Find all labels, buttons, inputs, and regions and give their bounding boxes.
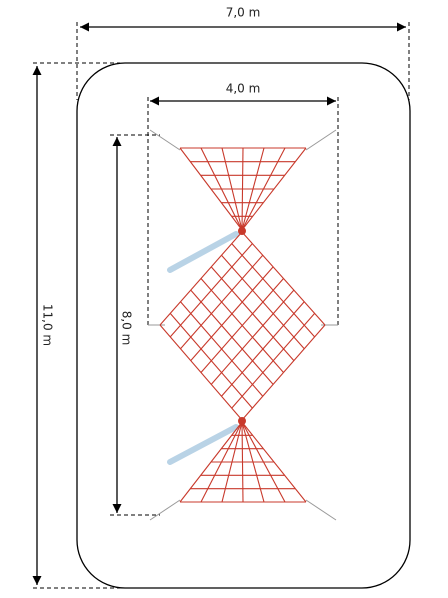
dimension-label: 11,0 m (41, 304, 55, 346)
net-rope (241, 324, 326, 421)
net-rope (241, 147, 286, 231)
net-rope (210, 289, 295, 385)
safety-area (76, 62, 411, 589)
cables (148, 129, 338, 521)
connector (238, 227, 246, 235)
net-rope (221, 147, 243, 231)
net-rope (159, 324, 243, 421)
dimension-label: 7,0 m (226, 6, 261, 20)
pole (167, 231, 239, 273)
net-rope (241, 421, 244, 503)
net-rope (241, 147, 265, 231)
net-rope (231, 313, 316, 409)
net-rope (221, 421, 243, 503)
net-rope (200, 421, 243, 503)
net-rope (190, 289, 274, 385)
dimension-label: 8,0 m (120, 311, 134, 346)
pole (167, 424, 239, 465)
net-rope (180, 301, 264, 397)
net-rope (200, 147, 243, 231)
net-rope (221, 301, 305, 397)
net-rope (241, 147, 244, 231)
connector (238, 417, 246, 425)
net-rope (200, 278, 284, 373)
net-rope (241, 421, 286, 503)
net-rope (169, 313, 253, 409)
dimension-label: 4,0 m (226, 82, 261, 96)
net (159, 147, 326, 503)
net-rope (241, 421, 265, 503)
